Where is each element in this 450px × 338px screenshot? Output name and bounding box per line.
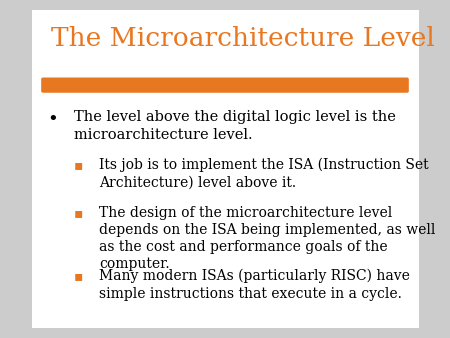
Text: Its job is to implement the ISA (Instruction Set
Architecture) level above it.: Its job is to implement the ISA (Instruc… (99, 158, 429, 190)
Text: Many modern ISAs (particularly RISC) have
simple instructions that execute in a : Many modern ISAs (particularly RISC) hav… (99, 269, 410, 301)
Text: ▪: ▪ (74, 206, 83, 220)
FancyBboxPatch shape (41, 77, 409, 93)
FancyBboxPatch shape (24, 4, 426, 334)
Text: ▪: ▪ (74, 158, 83, 172)
Text: The design of the microarchitecture level
depends on the ISA being implemented, : The design of the microarchitecture leve… (99, 206, 436, 271)
Text: The level above the digital logic level is the
microarchitecture level.: The level above the digital logic level … (74, 110, 396, 142)
Text: ▪: ▪ (74, 269, 83, 283)
Text: The Microarchitecture Level: The Microarchitecture Level (51, 26, 435, 51)
Text: •: • (47, 110, 58, 128)
